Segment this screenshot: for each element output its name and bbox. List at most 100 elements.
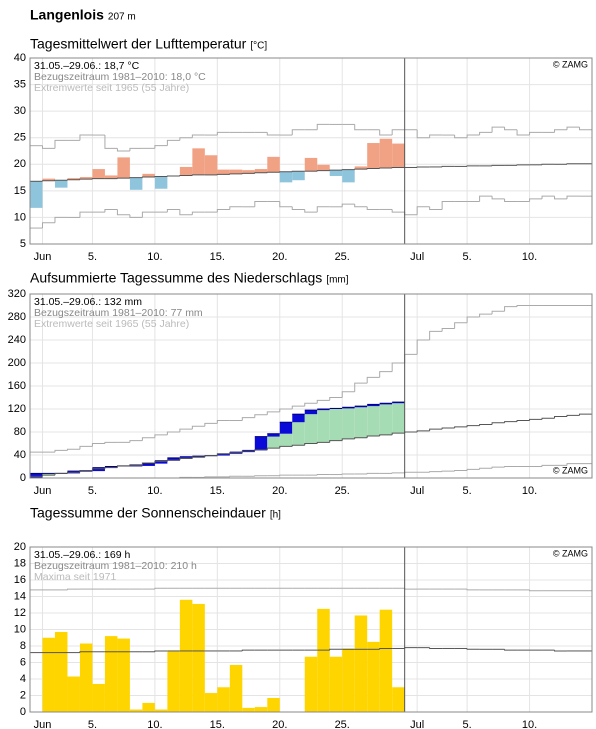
daily-increase [217, 453, 230, 456]
mean-line [316, 441, 330, 444]
min-line [279, 474, 293, 476]
mean-line [379, 167, 393, 169]
max-line [454, 135, 468, 139]
max-line [191, 425, 205, 430]
max-line [304, 402, 318, 407]
mean-line [379, 647, 393, 650]
min-line [479, 195, 493, 202]
y-tick-label: 35 [14, 78, 26, 90]
mean-line [416, 166, 430, 168]
max-line [404, 588, 418, 590]
anomaly-bar [92, 169, 105, 179]
max-line [429, 330, 443, 340]
max-line [479, 313, 493, 317]
mean-line [429, 647, 443, 649]
daily-increase [92, 467, 105, 472]
mean-line [466, 648, 480, 650]
max-line [554, 129, 568, 133]
anomaly-bar [254, 169, 268, 173]
mean-line [491, 422, 505, 425]
mean-line [541, 417, 555, 420]
mean-line [391, 432, 405, 435]
min-line [391, 209, 405, 213]
x-tick-label: 5. [88, 485, 97, 497]
min-line [529, 198, 543, 202]
mean-line [404, 647, 418, 649]
min-line [229, 206, 243, 210]
y-tick-label: 80 [14, 426, 26, 438]
max-line [341, 391, 355, 398]
daily-increase [142, 463, 155, 466]
min-line [129, 214, 143, 218]
mean-line [291, 170, 305, 172]
mean-line [179, 457, 193, 461]
anomaly-bar [392, 143, 405, 168]
x-tick-label: Jul [410, 485, 424, 497]
x-tick-label: 5. [88, 719, 97, 729]
bar [329, 656, 343, 712]
daily-increase [179, 456, 193, 458]
max-line [379, 371, 393, 378]
min-line [254, 200, 268, 207]
x-tick-label: 10. [522, 485, 537, 497]
y-tick-label: 2 [20, 689, 26, 701]
mean-line [229, 452, 243, 454]
mean-line [191, 174, 205, 176]
mean-line [441, 427, 455, 430]
mean-line [391, 166, 405, 169]
daily-increase [104, 466, 118, 468]
plot-frame [29, 546, 593, 713]
surplus-area [292, 422, 305, 446]
anomaly-bar [367, 143, 380, 169]
mean-line [216, 453, 230, 456]
anomaly-bar [117, 157, 130, 179]
plot-frame [29, 57, 593, 245]
mean-line [266, 171, 280, 173]
y-tick-label: 0 [20, 472, 26, 484]
y-tick-label: 240 [8, 334, 26, 346]
mean-line [229, 173, 243, 175]
max-line [66, 448, 80, 451]
info-text: Extremwerte seit 1965 (55 Jahre) [34, 318, 189, 330]
min-line [566, 195, 580, 199]
mean-line [66, 179, 80, 181]
info-text: Bezugszeitraum 1981–2010: 210 h [34, 560, 197, 572]
x-tick-label: 15. [210, 251, 225, 263]
max-line [516, 129, 530, 136]
min-line [404, 212, 418, 216]
min-line [254, 475, 268, 477]
mean-line [366, 435, 380, 438]
max-line [529, 131, 543, 136]
chart-title: Aufsummierte Tagessumme des Niederschlag… [30, 270, 322, 286]
mean-line [154, 650, 168, 652]
bar [192, 603, 205, 712]
y-tick-label: 160 [8, 380, 26, 392]
anomaly-bar [154, 176, 168, 189]
anomaly-bar [342, 169, 355, 183]
min-line [504, 466, 518, 468]
bar [117, 638, 130, 712]
max-line [454, 322, 468, 329]
y-tick-label: 30 [14, 105, 26, 117]
x-tick-label: Jun [34, 251, 52, 263]
mean-line [104, 467, 118, 469]
min-line [491, 196, 505, 200]
max-line [479, 131, 493, 136]
chart-unit: [h] [270, 510, 281, 521]
max-line [66, 588, 80, 590]
daily-increase [30, 473, 43, 478]
mean-line [41, 180, 55, 182]
info-text: 31.05.–29.06.: 132 mm [34, 296, 142, 308]
max-line [316, 399, 330, 404]
min-line [179, 209, 193, 216]
mean-line [516, 164, 530, 166]
daily-increase [254, 436, 268, 451]
anomaly-bar [79, 177, 93, 180]
mean-line [79, 178, 93, 180]
y-tick-label: 5 [20, 238, 26, 250]
max-line [116, 148, 130, 152]
bar [217, 687, 230, 712]
mean-line [79, 651, 93, 653]
anomaly-bar [42, 178, 55, 181]
